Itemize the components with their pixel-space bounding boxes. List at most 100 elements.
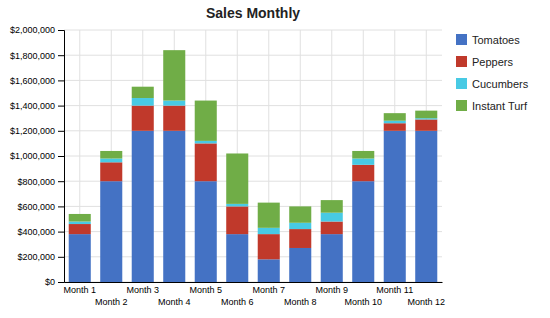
y-tick-mark xyxy=(58,181,64,182)
x-tick: Month 1 xyxy=(63,285,96,295)
bar-segment xyxy=(100,151,122,159)
y-tick-label: $1,400,000 xyxy=(10,101,55,111)
bar-segment xyxy=(415,119,437,130)
bar-segment xyxy=(132,131,154,282)
y-grid-line xyxy=(64,55,442,56)
y-axis: $0$200,000$400,000$600,000$800,000$1,000… xyxy=(10,25,65,287)
y-grid-line xyxy=(64,105,442,106)
x-tick-label: Month 9 xyxy=(315,285,348,295)
bar-segment xyxy=(415,111,437,119)
bar-segment xyxy=(69,214,91,222)
series xyxy=(69,98,438,234)
x-tick-label: Month 3 xyxy=(126,285,159,295)
bar-segment xyxy=(384,131,406,282)
bar-segment xyxy=(352,159,374,165)
y-tick-label: $2,000,000 xyxy=(10,25,55,35)
y-tick-label: $800,000 xyxy=(17,177,55,187)
y-grid-line xyxy=(64,30,442,31)
x-tick: Month 7 xyxy=(252,285,285,295)
x-axis: Month 1 Month 2 Month 3 Month 4 Month 5 Month… xyxy=(63,283,445,308)
bar-segment xyxy=(132,106,154,131)
bar-segment xyxy=(289,248,311,282)
bar-segment xyxy=(258,259,280,282)
y-tick-mark xyxy=(58,206,64,207)
y-tick-mark xyxy=(58,106,64,107)
y-tick-mark xyxy=(58,156,64,157)
bar-segment xyxy=(226,153,248,203)
y-tick-mark xyxy=(58,282,64,283)
bar-segment xyxy=(163,101,185,106)
x-tick: Month 10 xyxy=(344,297,382,307)
y-tick: $1,800,000 xyxy=(10,51,64,61)
y-tick: $800,000 xyxy=(17,177,64,187)
y-tick: $200,000 xyxy=(17,252,64,262)
legend-swatch xyxy=(456,56,467,67)
bar-segment xyxy=(100,181,122,282)
y-tick-label: $1,000,000 xyxy=(10,151,55,161)
legend-swatch xyxy=(456,78,467,89)
bar-segment xyxy=(163,106,185,131)
x-tick: Month 12 xyxy=(407,297,445,307)
y-tick: $2,000,000 xyxy=(10,25,64,35)
bar-segment xyxy=(195,143,217,181)
bar-segment xyxy=(163,50,185,100)
bar-segment xyxy=(226,234,248,282)
legend: TomatoesPeppersCucumbersInstant Turf xyxy=(456,34,529,112)
x-tick-label: Month 4 xyxy=(158,297,191,307)
x-tick: Month 9 xyxy=(315,285,348,295)
bar-segment xyxy=(100,159,122,163)
bar-segment xyxy=(69,222,91,225)
bar-segment xyxy=(415,131,437,282)
bar-segment xyxy=(352,181,374,282)
grid xyxy=(64,30,442,282)
x-tick-label: Month 8 xyxy=(284,297,317,307)
x-tick: Month 5 xyxy=(189,285,222,295)
bar-segment xyxy=(289,206,311,222)
bar-segment xyxy=(384,121,406,124)
y-tick: $0 xyxy=(45,277,64,287)
bar-segment xyxy=(321,200,343,213)
x-tick: Month 2 xyxy=(95,297,128,307)
bar-segment xyxy=(352,151,374,159)
bar-segment xyxy=(258,228,280,234)
y-tick-label: $1,600,000 xyxy=(10,76,55,86)
x-tick: Month 6 xyxy=(221,297,254,307)
bar-segment xyxy=(226,206,248,234)
bar-segment xyxy=(289,223,311,229)
legend-item: Tomatoes xyxy=(456,34,520,46)
x-tick-label: Month 11 xyxy=(376,285,413,295)
y-tick-label: $200,000 xyxy=(17,252,55,262)
y-tick: $1,200,000 xyxy=(10,126,64,136)
x-tick-label: Month 6 xyxy=(221,297,254,307)
y-tick: $600,000 xyxy=(17,202,64,212)
x-tick-label: Month 10 xyxy=(344,297,382,307)
y-tick-label: $0 xyxy=(45,277,55,287)
bar-segment xyxy=(132,98,154,106)
legend-swatch xyxy=(456,100,467,111)
title: Sales Monthly xyxy=(206,5,300,21)
bars xyxy=(69,50,438,282)
x-tick-label: Month 12 xyxy=(407,297,445,307)
x-tick: Month 4 xyxy=(158,297,191,307)
legend-swatch xyxy=(456,34,467,45)
bar-segment xyxy=(100,162,122,181)
bar-segment xyxy=(195,141,217,144)
series xyxy=(69,131,438,282)
y-tick-label: $600,000 xyxy=(17,202,55,212)
bar-segment xyxy=(69,224,91,234)
legend-label: Peppers xyxy=(472,56,513,68)
y-axis-line xyxy=(58,31,65,283)
bar-segment xyxy=(258,234,280,259)
y-tick-mark xyxy=(58,80,64,81)
legend-item: Cucumbers xyxy=(456,78,529,90)
bar-segment xyxy=(258,203,280,228)
x-tick: Month 3 xyxy=(126,285,159,295)
y-tick-label: $1,200,000 xyxy=(10,126,55,136)
y-tick-mark xyxy=(58,131,64,132)
y-tick: $1,000,000 xyxy=(10,151,64,161)
bar-segment xyxy=(132,87,154,98)
bar-segment xyxy=(69,234,91,282)
bar-segment xyxy=(226,204,248,207)
y-tick-mark xyxy=(58,55,64,56)
bar-segment xyxy=(163,131,185,282)
